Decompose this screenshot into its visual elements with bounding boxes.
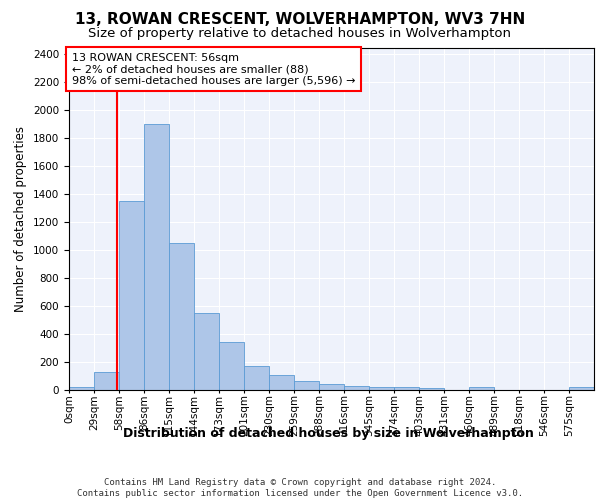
Text: 13, ROWAN CRESCENT, WOLVERHAMPTON, WV3 7HN: 13, ROWAN CRESCENT, WOLVERHAMPTON, WV3 7… (75, 12, 525, 28)
Bar (419, 388, 444, 390)
Bar (144, 124, 169, 390)
Bar (94, 372, 119, 390)
Bar (169, 243, 194, 390)
Text: Distribution of detached houses by size in Wolverhampton: Distribution of detached houses by size … (124, 428, 534, 440)
Bar (394, 387, 419, 390)
Text: Size of property relative to detached houses in Wolverhampton: Size of property relative to detached ho… (89, 28, 511, 40)
Bar (344, 386, 369, 390)
Bar (119, 202, 144, 390)
Bar (319, 384, 344, 390)
Text: Contains HM Land Registry data © Crown copyright and database right 2024.
Contai: Contains HM Land Registry data © Crown c… (77, 478, 523, 498)
Bar (244, 366, 269, 390)
Bar (294, 381, 319, 390)
Bar (194, 313, 219, 390)
Bar (219, 342, 244, 390)
Bar (369, 386, 394, 390)
Bar (469, 387, 494, 390)
Bar (69, 387, 94, 390)
Bar (569, 387, 594, 390)
Y-axis label: Number of detached properties: Number of detached properties (14, 126, 28, 312)
Bar (269, 374, 294, 390)
Text: 13 ROWAN CRESCENT: 56sqm
← 2% of detached houses are smaller (88)
98% of semi-de: 13 ROWAN CRESCENT: 56sqm ← 2% of detache… (71, 52, 355, 86)
